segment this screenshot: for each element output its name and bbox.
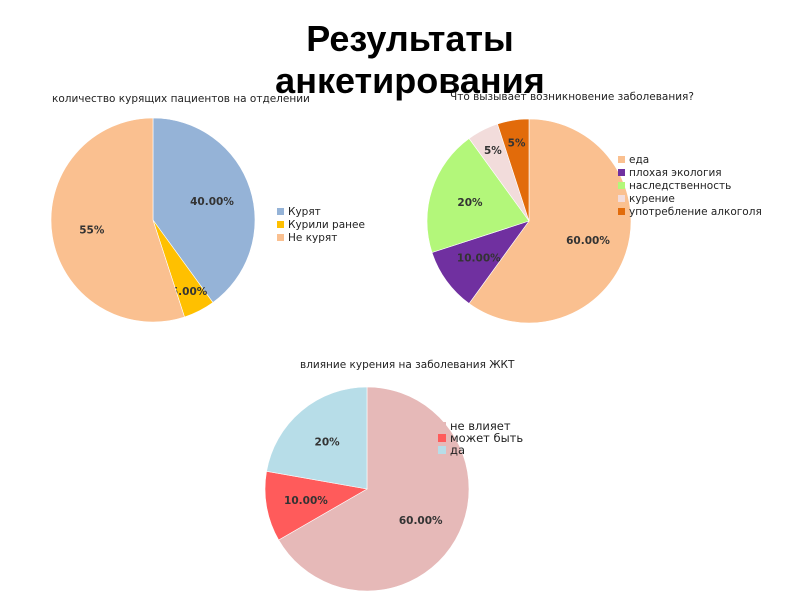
chart2-legend-item: курение — [618, 192, 762, 205]
chart3-legend-label: может быть — [450, 431, 524, 445]
chart2-data-label-5: 5% — [508, 137, 526, 149]
chart1-legend-swatch — [277, 208, 284, 215]
chart1-data-label-3: 55% — [79, 225, 105, 237]
chart2-slice-1 — [468, 118, 632, 324]
chart1-legend-swatch — [277, 234, 284, 241]
chart2-legend-label: еда — [629, 153, 650, 166]
chart2-legend-swatch — [618, 156, 625, 163]
chart2-legend: еда плохая экология наследственность курени… — [618, 153, 762, 218]
slide-title: Результаты анкетирования — [275, 18, 545, 101]
chart1-slice-3 — [50, 117, 185, 323]
chart3-data-label-3: 20% — [315, 437, 341, 449]
chart1-legend-item: Курят — [277, 205, 365, 218]
chart2-legend-label: плохая экология — [629, 166, 722, 179]
chart1-legend-label: Курят — [288, 205, 321, 218]
chart3-data-label-1: 60.00% — [399, 515, 443, 527]
chart3-pie: 60.00% 10.00% 20% — [264, 386, 470, 592]
chart3-legend-swatch — [438, 422, 446, 430]
chart2-legend-item: плохая экология — [618, 166, 762, 179]
chart1-legend-swatch — [277, 221, 284, 228]
chart2-title: Что вызывает возникновение заболевания? — [450, 91, 694, 103]
chart2-data-label-2: 10.00% — [457, 252, 501, 264]
chart2-data-label-3: 20% — [457, 197, 483, 209]
chart1-title: количество курящих пациентов на отделени… — [52, 93, 310, 105]
chart2-legend-swatch — [618, 208, 625, 215]
chart1-legend: Курят Курили ранее Не курят — [277, 205, 365, 244]
chart2-legend-label: наследственность — [629, 179, 732, 192]
chart1-data-label-2: 5.00% — [171, 286, 208, 298]
chart2-pie: 60.00% 10.00% 20% 5% 5% — [426, 118, 632, 324]
chart1-legend-label: Курили ранее — [288, 218, 365, 231]
chart3-legend: не влияет может быть да — [438, 419, 524, 457]
chart2-legend-item: наследственность — [618, 179, 762, 192]
chart2-legend-swatch — [618, 182, 625, 189]
chart1-pie: 40.00% 5.00% 55% — [50, 117, 256, 323]
chart2-legend-swatch — [618, 169, 625, 176]
chart2-data-label-4: 5% — [484, 145, 502, 157]
chart3-legend-item: не влияет — [438, 419, 523, 433]
chart2-legend-swatch — [618, 195, 625, 202]
chart3-data-label-2: 10.00% — [284, 495, 328, 507]
chart3-legend-label: не влияет — [450, 419, 511, 433]
chart2-slice-3 — [426, 138, 530, 253]
chart3-legend-item: может быть — [438, 431, 524, 445]
chart2-data-label-1: 60.00% — [566, 235, 610, 247]
chart2-legend-item: еда — [618, 153, 762, 166]
chart1-legend-item: Курили ранее — [277, 218, 365, 231]
chart2-legend-label: употребление алкоголя — [629, 205, 762, 218]
chart3-title: влияние курения на заболевания ЖКТ — [300, 359, 515, 371]
chart2-legend-label: курение — [629, 192, 675, 205]
chart1-slice-1 — [152, 117, 256, 303]
chart3-legend-label: да — [450, 443, 465, 457]
chart2-slice-5 — [497, 118, 530, 222]
chart3-legend-swatch — [438, 446, 446, 454]
chart1-data-label-1: 40.00% — [190, 196, 234, 208]
chart3-slice-1 — [278, 386, 470, 592]
chart3-legend-swatch — [438, 434, 446, 442]
chart2-legend-item: употребление алкоголя — [618, 205, 762, 218]
chart3-slice-3 — [266, 386, 368, 490]
chart1-legend-item: Не курят — [277, 231, 365, 244]
chart1-legend-label: Не курят — [288, 231, 338, 244]
chart3-legend-item: да — [438, 443, 523, 457]
chart3-slice-2 — [264, 470, 368, 541]
